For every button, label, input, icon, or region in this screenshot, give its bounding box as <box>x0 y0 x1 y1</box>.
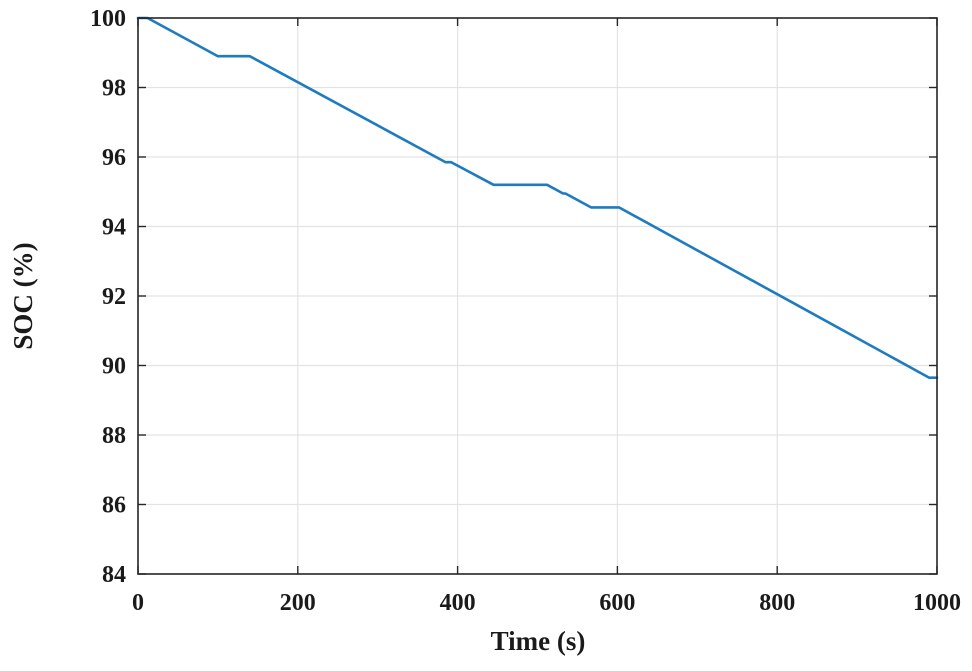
series-group <box>136 16 939 379</box>
x-tick-label: 0 <box>132 590 144 616</box>
x-tick-label: 600 <box>599 590 635 616</box>
x-tick-labels: 0 200 400 600 800 1000 <box>132 590 961 616</box>
x-tick-label: 200 <box>280 590 316 616</box>
y-tick-label: 88 <box>102 423 126 449</box>
y-tick-label: 92 <box>102 284 126 310</box>
y-tick-label: 98 <box>102 76 126 102</box>
y-tick-label: 100 <box>90 6 126 32</box>
tick-marks <box>137 17 938 575</box>
soc-series-line <box>136 16 939 379</box>
y-tick-label: 94 <box>102 215 126 241</box>
y-tick-label: 96 <box>102 145 126 171</box>
x-tick-label: 400 <box>440 590 476 616</box>
grid-lines <box>137 17 938 575</box>
y-tick-label: 90 <box>102 354 126 380</box>
x-tick-label: 1000 <box>913 590 961 616</box>
y-axis-label: SOC (%) <box>8 242 38 349</box>
x-axis-label: Time (s) <box>491 626 586 656</box>
y-tick-labels: 84 86 88 90 92 94 96 98 100 <box>90 6 126 588</box>
x-tick-label: 800 <box>759 590 795 616</box>
y-tick-label: 86 <box>102 493 126 519</box>
y-tick-label: 84 <box>102 562 126 588</box>
